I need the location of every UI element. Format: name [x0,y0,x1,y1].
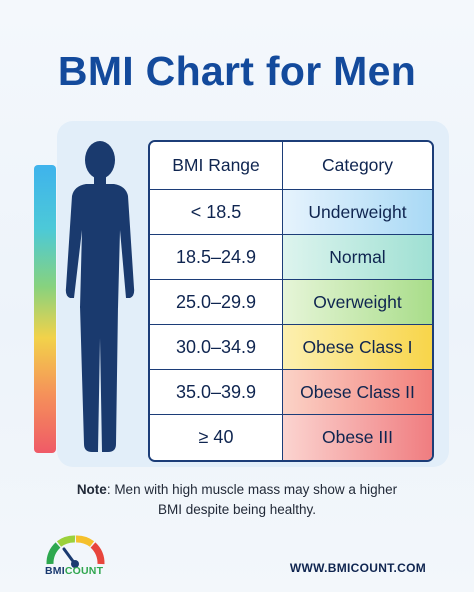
category-cell-overweight: Overweight [283,280,432,325]
footnote: Note: Men with high muscle mass may show… [0,480,474,520]
bmi-range-cell: 35.0–39.9 [150,370,283,415]
note-line-1: Note: Men with high muscle mass may show… [77,482,397,497]
bmi-gauge-logo-icon [46,535,105,568]
category-cell-underweight: Underweight [283,190,432,235]
bmi-range-cell: 25.0–29.9 [150,280,283,325]
column-header-bmi-range: BMI Range [150,142,283,190]
table-row: 18.5–24.9 Normal [150,235,432,280]
bmi-range-cell: 18.5–24.9 [150,235,283,280]
table-row: < 18.5 Underweight [150,190,432,235]
website-url: WWW.BMICOUNT.COM [289,561,426,575]
note-text-2: BMI despite being healthy. [157,502,317,517]
brand-logo-main: BMI [45,565,65,577]
brand-logo-text: BMICOUNT [45,565,103,577]
table-header-row: BMI Range Category [150,142,432,190]
category-cell-obese-3: Obese III [283,415,432,460]
note-label: Note [76,482,107,497]
table-row: ≥ 40 Obese III [150,415,432,460]
page-title: BMI Chart for Men [57,48,417,94]
bmi-range-cell: < 18.5 [150,190,283,235]
category-cell-normal: Normal [283,235,432,280]
bmi-table: BMI Range Category < 18.5 Underweight 18… [148,140,434,462]
note-text-1: : Men with high muscle mass may show a h… [106,482,398,497]
table-row: 35.0–39.9 Obese Class II [150,370,432,415]
category-cell-obese-class-1: Obese Class I [283,325,432,370]
male-silhouette-icon [65,141,135,452]
category-cell-obese-class-2: Obese Class II [283,370,432,415]
bmi-range-cell: ≥ 40 [150,415,283,460]
table-row: 25.0–29.9 Overweight [150,280,432,325]
bmi-color-scale-bar [34,165,56,453]
bmi-range-cell: 30.0–34.9 [150,325,283,370]
table-row: 30.0–34.9 Obese Class I [150,325,432,370]
column-header-category: Category [283,142,432,190]
brand-logo-accent: COUNT [64,565,104,577]
